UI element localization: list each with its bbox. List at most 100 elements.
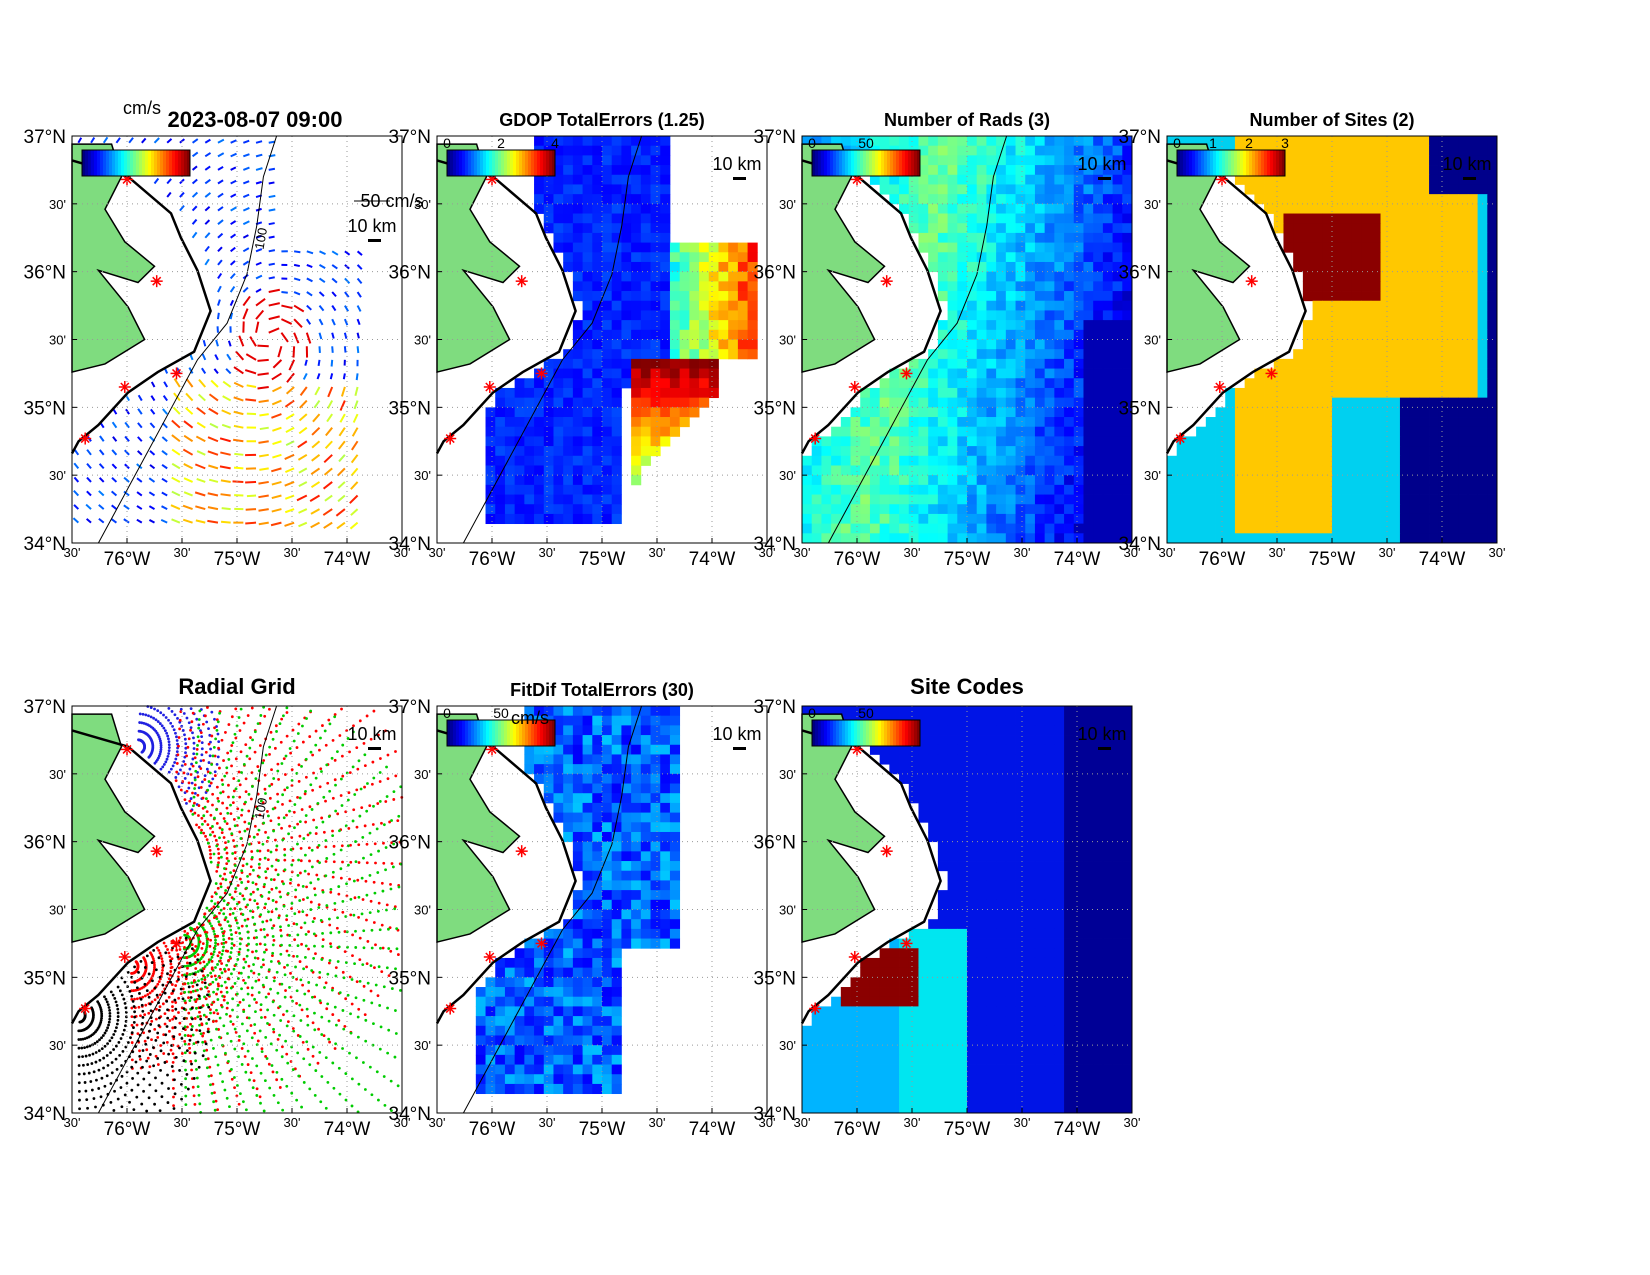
current-vector xyxy=(284,481,295,487)
radial-point xyxy=(313,917,316,920)
colorbar-cell xyxy=(893,150,897,176)
heatmap-cell xyxy=(1244,513,1255,525)
heatmap-cell xyxy=(553,426,564,437)
colorbar-cell xyxy=(139,150,143,176)
heatmap-cell xyxy=(747,320,758,331)
heatmap-cell xyxy=(553,165,564,176)
heatmap-cell xyxy=(976,329,987,340)
heatmap-cell xyxy=(660,223,671,234)
heatmap-cell xyxy=(1438,310,1449,321)
current-vector xyxy=(259,426,269,431)
heatmap-cell xyxy=(1064,397,1075,408)
heatmap-cell xyxy=(1322,261,1333,273)
current-vector xyxy=(160,518,168,524)
heatmap-cell xyxy=(1467,194,1478,205)
current-vector xyxy=(323,454,333,464)
heatmap-cell xyxy=(1429,329,1440,340)
heatmap-cell xyxy=(1064,513,1075,525)
heatmap-cell xyxy=(1341,504,1352,515)
heatmap-cell xyxy=(582,136,593,147)
heatmap-cell xyxy=(1477,475,1488,486)
heatmap-cell xyxy=(1448,194,1459,205)
heatmap-cell xyxy=(1332,387,1343,399)
heatmap-cell xyxy=(879,407,890,418)
heatmap-cell xyxy=(976,136,987,147)
heatmap-cell xyxy=(1273,484,1284,495)
heatmap-cell xyxy=(996,291,1007,302)
heatmap-cell xyxy=(1083,165,1094,176)
heatmap-cell xyxy=(1419,417,1430,428)
heatmap-cell xyxy=(563,436,574,447)
heatmap-cell xyxy=(553,378,564,389)
heatmap-cell xyxy=(1073,232,1084,243)
heatmap-cell xyxy=(1477,378,1488,389)
heatmap-cell xyxy=(986,417,997,428)
heatmap-cell xyxy=(1073,252,1084,263)
radial-point xyxy=(333,778,337,782)
heatmap-cell xyxy=(986,320,997,331)
radial-point xyxy=(254,929,258,933)
heatmap-cell xyxy=(1283,387,1294,399)
heatmap-cell xyxy=(1351,417,1362,428)
heatmap-cell xyxy=(1477,513,1488,525)
heatmap-cell xyxy=(928,513,939,525)
radial-point xyxy=(363,764,367,768)
current-vector xyxy=(285,467,295,473)
heatmap-cell xyxy=(1332,475,1343,486)
site-marker xyxy=(880,275,893,288)
heatmap-cell xyxy=(1322,300,1333,311)
heatmap-cell xyxy=(728,271,739,282)
radial-point xyxy=(299,871,302,875)
heatmap-cell xyxy=(1419,145,1430,156)
heatmap-cell xyxy=(1025,252,1036,263)
colorbar-cell xyxy=(507,150,511,176)
radial-point xyxy=(185,716,189,720)
heatmap-cell xyxy=(1312,232,1323,243)
heatmap-cell xyxy=(640,184,651,195)
heatmap-cell xyxy=(918,136,929,147)
heatmap-cell xyxy=(650,426,661,437)
heatmap-cell xyxy=(802,484,813,495)
heatmap-cell xyxy=(621,310,632,321)
heatmap-cell xyxy=(908,407,919,418)
site-marker xyxy=(1213,380,1226,393)
heatmap-cell xyxy=(1234,136,1246,147)
heatmap-cell xyxy=(737,320,748,331)
radial-point xyxy=(227,795,230,799)
radial-point xyxy=(283,858,287,862)
radial-point xyxy=(280,1045,284,1049)
heatmap-cell xyxy=(1254,194,1265,205)
heatmap-cell xyxy=(1341,417,1352,428)
x-tick-label: 30' xyxy=(1379,545,1396,560)
heatmap-cell xyxy=(918,242,929,253)
heatmap-cell xyxy=(1112,194,1123,205)
heatmap-cell xyxy=(1205,436,1216,447)
heatmap-cell xyxy=(1215,494,1226,505)
radial-point xyxy=(232,943,236,947)
heatmap-cell xyxy=(1429,523,1440,534)
radial-point xyxy=(305,965,308,969)
heatmap-cell xyxy=(1112,203,1123,214)
radial-point xyxy=(216,998,220,1001)
heatmap-cell xyxy=(976,223,987,234)
heatmap-cell xyxy=(1351,368,1362,379)
heatmap-cell xyxy=(1458,242,1469,253)
heatmap-cell xyxy=(1102,513,1113,525)
heatmap-cell xyxy=(1234,407,1246,418)
radial-point xyxy=(220,738,224,742)
heatmap-cell xyxy=(504,484,516,495)
heatmap-cell xyxy=(708,261,719,273)
heatmap-cell xyxy=(699,339,710,350)
heatmap-cell xyxy=(1083,465,1094,476)
heatmap-cell xyxy=(967,504,978,515)
heatmap-cell xyxy=(1467,329,1478,340)
radial-point xyxy=(249,865,253,869)
heatmap-cell xyxy=(1167,494,1178,505)
heatmap-cell xyxy=(976,533,987,544)
colorbar-cell xyxy=(471,150,475,176)
radial-point xyxy=(286,1020,290,1023)
heatmap-cell xyxy=(1083,533,1094,544)
heatmap-cell xyxy=(967,291,978,302)
current-vector xyxy=(166,191,172,198)
heatmap-cell xyxy=(1015,504,1026,515)
